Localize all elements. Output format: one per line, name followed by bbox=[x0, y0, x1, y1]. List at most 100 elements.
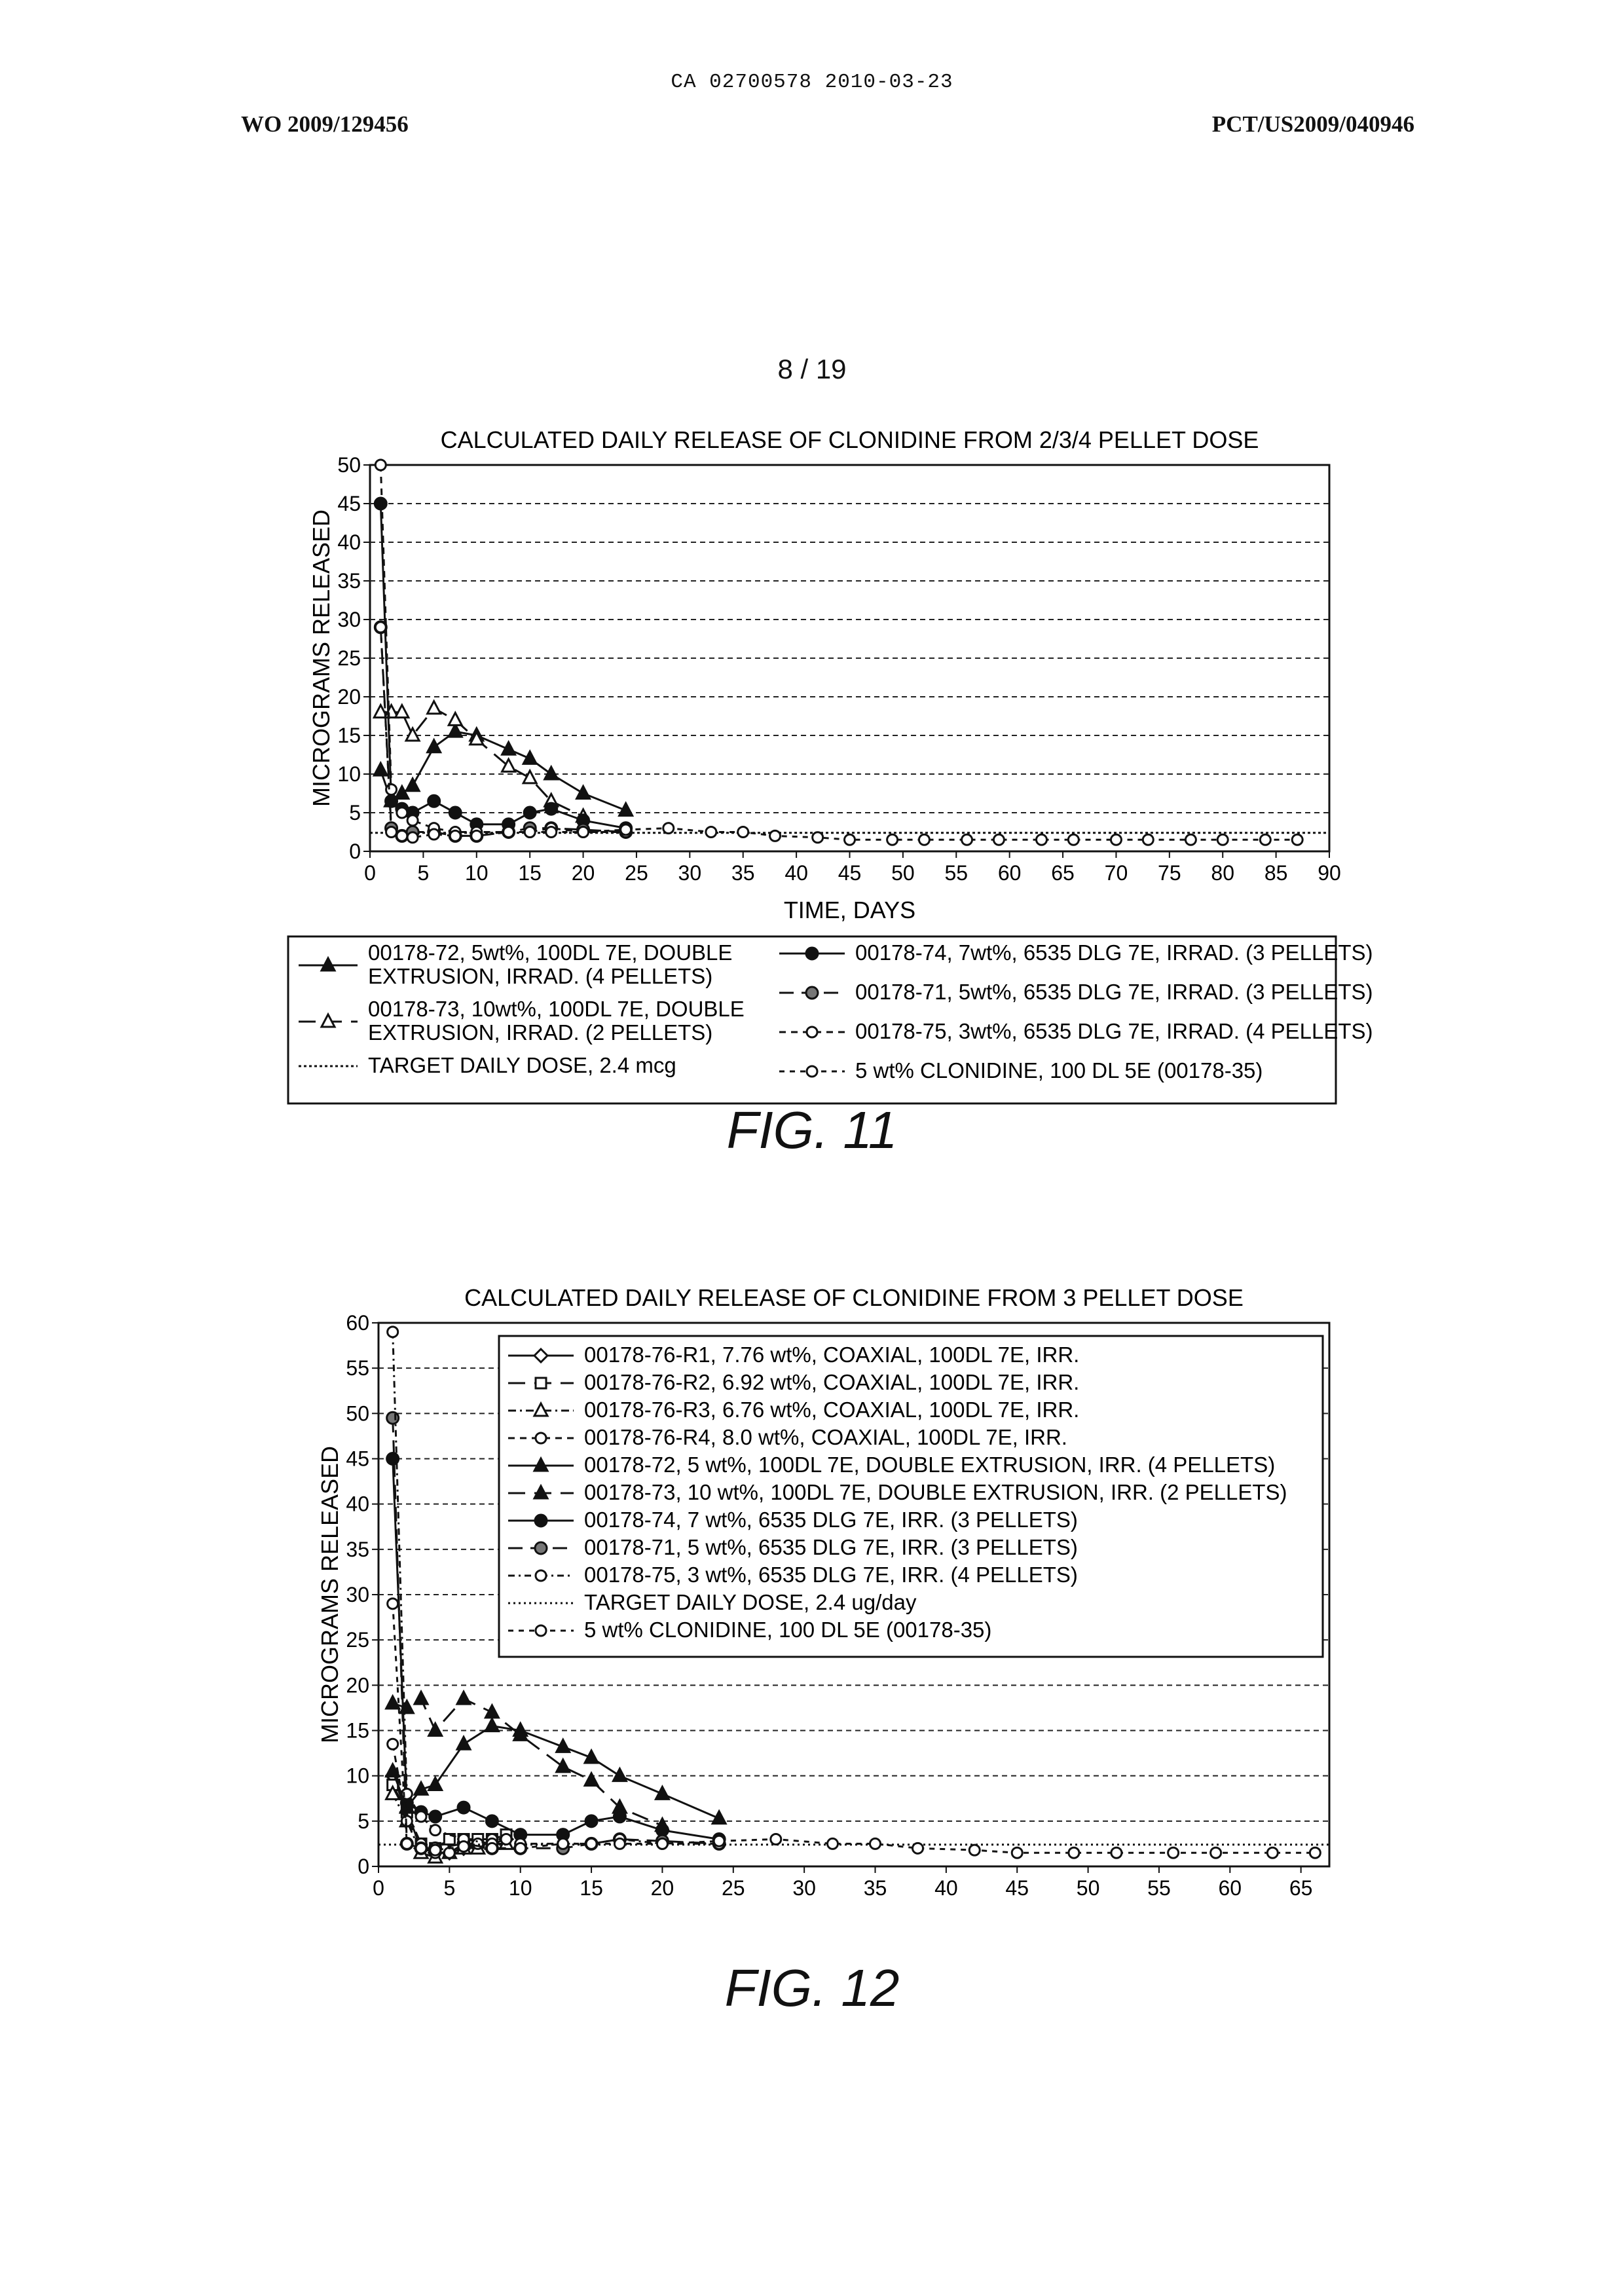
legend-label: 00178-71, 5wt%, 6535 DLG 7E, IRRAD. (3 P… bbox=[855, 980, 1373, 1004]
data-point-1-10 bbox=[487, 1843, 497, 1853]
y-tick-label: 10 bbox=[346, 1764, 369, 1788]
legend-label: 00178-72, 5 wt%, 100DL 7E, DOUBLE EXTRUS… bbox=[584, 1453, 1275, 1477]
data-point-1-10 bbox=[416, 1843, 426, 1853]
data-point-1-10 bbox=[1310, 1847, 1320, 1858]
x-tick-label: 20 bbox=[572, 861, 595, 885]
x-tick-label: 10 bbox=[465, 861, 489, 885]
data-point-0-3 bbox=[449, 807, 461, 819]
data-point-1-10 bbox=[870, 1838, 881, 1849]
legend-label: 5 wt% CLONIDINE, 100 DL 5E (00178-35) bbox=[584, 1618, 991, 1642]
legend-label: 00178-73, 10wt%, 100DL 7E, DOUBLE bbox=[368, 997, 745, 1021]
data-point-1-5 bbox=[429, 1724, 442, 1736]
x-tick-label: 40 bbox=[784, 861, 808, 885]
x-tick-label: 40 bbox=[934, 1876, 958, 1900]
x-tick-label: 35 bbox=[731, 861, 755, 885]
x-tick-label: 15 bbox=[580, 1876, 603, 1900]
data-point-1-3 bbox=[388, 1739, 398, 1749]
x-tick-label: 25 bbox=[625, 861, 648, 885]
data-point-0-6 bbox=[546, 827, 557, 838]
data-point-1-10 bbox=[430, 1845, 441, 1855]
y-tick-label: 60 bbox=[346, 1311, 369, 1335]
data-point-0-6 bbox=[471, 830, 482, 841]
x-tick-label: 10 bbox=[509, 1876, 532, 1900]
legend-label: 00178-76-R2, 6.92 wt%, COAXIAL, 100DL 7E… bbox=[584, 1370, 1079, 1394]
data-point-0-6 bbox=[1292, 834, 1302, 845]
publication-number: WO 2009/129456 bbox=[241, 111, 409, 138]
data-point-0-6 bbox=[1037, 834, 1047, 845]
x-tick-label: 65 bbox=[1289, 1876, 1313, 1900]
data-point-1-10 bbox=[1012, 1847, 1022, 1858]
legend-label: 00178-75, 3wt%, 6535 DLG 7E, IRRAD. (4 P… bbox=[855, 1019, 1373, 1043]
x-tick-label: 55 bbox=[944, 861, 968, 885]
data-point-1-4 bbox=[485, 1719, 498, 1731]
data-point-1-10 bbox=[586, 1838, 597, 1849]
data-point-0-3 bbox=[428, 795, 440, 807]
data-point-0-5 bbox=[386, 785, 397, 795]
y-tick-label: 30 bbox=[337, 608, 361, 631]
x-tick-label: 30 bbox=[678, 861, 702, 885]
data-point-1-5 bbox=[415, 1692, 428, 1704]
y-tick-label: 50 bbox=[346, 1401, 369, 1425]
data-point-1-10 bbox=[1267, 1847, 1278, 1858]
data-point-1-10 bbox=[657, 1838, 667, 1849]
y-tick-label: 30 bbox=[346, 1583, 369, 1606]
legend-label: 00178-76-R4, 8.0 wt%, COAXIAL, 100DL 7E,… bbox=[584, 1425, 1067, 1449]
data-point-0-6 bbox=[525, 827, 535, 838]
y-tick-label: 0 bbox=[358, 1855, 369, 1878]
x-tick-label: 50 bbox=[891, 861, 915, 885]
legend-label: TARGET DAILY DOSE, 2.4 ug/day bbox=[584, 1590, 917, 1614]
y-tick-label: 25 bbox=[346, 1628, 369, 1652]
x-tick-label: 30 bbox=[792, 1876, 816, 1900]
data-point-0-0 bbox=[374, 763, 387, 775]
application-number: PCT/US2009/040946 bbox=[1212, 111, 1414, 138]
chart-fig12: CALCULATED DAILY RELEASE OF CLONIDINE FR… bbox=[0, 1270, 1624, 1925]
y-tick-label: 35 bbox=[346, 1538, 369, 1561]
legend-label: 00178-76-R1, 7.76 wt%, COAXIAL, 100DL 7E… bbox=[584, 1342, 1079, 1367]
data-point-0-6 bbox=[429, 829, 439, 840]
data-point-1-5 bbox=[585, 1773, 598, 1786]
page-number: 8 / 19 bbox=[0, 354, 1624, 385]
legend-sample-marker bbox=[807, 1066, 817, 1077]
x-tick-label: 20 bbox=[651, 1876, 674, 1900]
data-point-0-1 bbox=[449, 713, 462, 725]
data-point-1-10 bbox=[714, 1836, 724, 1846]
chart-title: CALCULATED DAILY RELEASE OF CLONIDINE FR… bbox=[464, 1284, 1244, 1311]
data-point-1-10 bbox=[1069, 1847, 1079, 1858]
data-point-0-0 bbox=[428, 740, 441, 752]
data-point-1-10 bbox=[913, 1843, 923, 1853]
data-point-1-6 bbox=[430, 1811, 441, 1823]
data-point-0-6 bbox=[1260, 834, 1270, 845]
legend-sample-marker bbox=[807, 1027, 817, 1037]
y-tick-label: 20 bbox=[346, 1673, 369, 1697]
data-point-1-10 bbox=[827, 1838, 838, 1849]
data-point-0-3 bbox=[375, 498, 386, 509]
data-point-0-6 bbox=[504, 827, 514, 838]
x-tick-label: 55 bbox=[1147, 1876, 1171, 1900]
x-tick-label: 15 bbox=[518, 861, 542, 885]
data-point-1-10 bbox=[1211, 1847, 1221, 1858]
y-tick-label: 10 bbox=[337, 762, 361, 786]
series-line-0-6 bbox=[380, 627, 1297, 840]
legend-label: 00178-75, 3 wt%, 6535 DLG 7E, IRR. (4 PE… bbox=[584, 1563, 1078, 1587]
data-point-0-5 bbox=[397, 807, 407, 818]
y-tick-label: 40 bbox=[337, 530, 361, 554]
y-tick-label: 5 bbox=[358, 1809, 369, 1833]
x-tick-label: 80 bbox=[1211, 861, 1234, 885]
chart-fig11: CALCULATED DAILY RELEASE OF CLONIDINE FR… bbox=[0, 406, 1624, 1100]
data-point-0-3 bbox=[524, 807, 536, 819]
data-point-1-10 bbox=[515, 1843, 526, 1853]
x-tick-label: 90 bbox=[1318, 861, 1341, 885]
legend-sample-marker bbox=[536, 1433, 546, 1443]
x-tick-label: 45 bbox=[838, 861, 862, 885]
legend-sample-marker bbox=[806, 987, 818, 999]
data-point-0-6 bbox=[919, 834, 929, 845]
data-point-0-6 bbox=[706, 827, 716, 838]
y-tick-label: 55 bbox=[346, 1356, 369, 1380]
y-tick-label: 0 bbox=[349, 840, 361, 863]
data-point-0-6 bbox=[1185, 834, 1196, 845]
data-point-0-0 bbox=[577, 787, 590, 799]
data-point-0-6 bbox=[738, 827, 748, 838]
y-tick-label: 20 bbox=[337, 685, 361, 709]
data-point-0-1 bbox=[428, 701, 441, 714]
legend-label: 00178-73, 10 wt%, 100DL 7E, DOUBLE EXTRU… bbox=[584, 1480, 1287, 1504]
